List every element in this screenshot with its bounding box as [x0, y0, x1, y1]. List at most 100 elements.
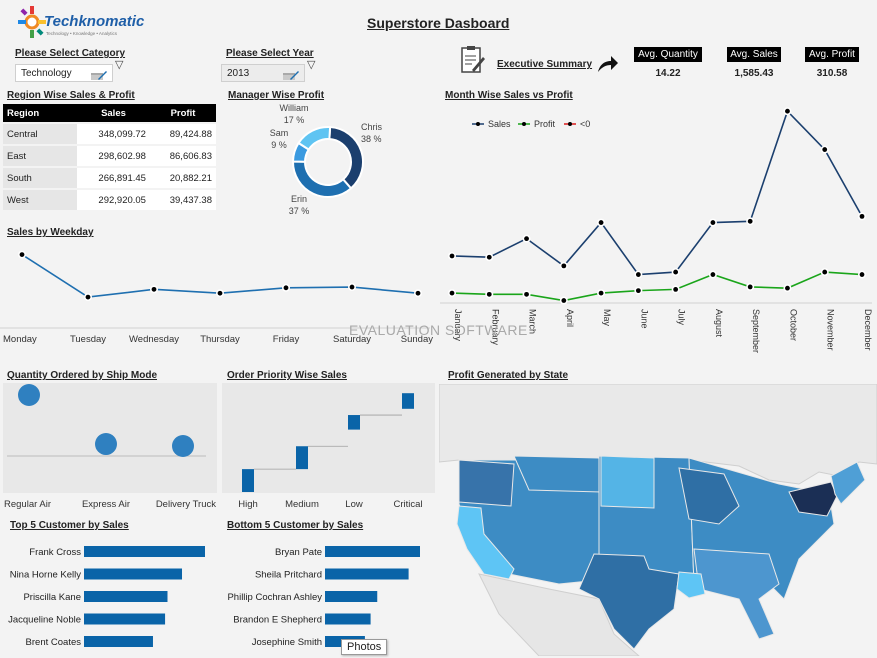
sales-cell: 298,602.98 [77, 146, 150, 166]
category-select-value: Technology [21, 68, 72, 79]
sales-by-weekday-chart[interactable]: Monday Tuesday Wednesday Thursday Friday Satu… [0, 238, 435, 353]
kpi-avg-sales-value: 1,585.43 [734, 68, 774, 79]
new-york-state [788, 481, 838, 517]
customer-label: Brent Coates [26, 637, 82, 648]
table-header-cell: Region [3, 104, 77, 122]
x-tick-label: High [238, 499, 258, 510]
customer-label: Jacqueline Noble [8, 615, 81, 626]
table-row[interactable]: West 292,920.05 39,437.38 [3, 190, 216, 210]
priority-bar [296, 446, 308, 470]
x-tick-label: Low [345, 499, 363, 510]
x-tick-label: Saturday [333, 334, 371, 345]
order-priority-chart[interactable]: High Medium Low Critical [220, 380, 436, 510]
x-tick-label: Delivery Truck [156, 499, 216, 510]
manager-profit-title: Manager Wise Profit [228, 90, 325, 101]
customer-bar [325, 591, 378, 602]
data-point [747, 218, 753, 224]
data-point [449, 290, 455, 296]
customer-label: Phillip Cochran Ashley [227, 592, 322, 603]
category-select[interactable]: Technology [15, 64, 113, 82]
edit-table-icon [283, 71, 299, 80]
table-header-cell: Sales [77, 104, 150, 122]
x-tick-label: Monday [3, 334, 37, 345]
donut-slice-chris [328, 126, 364, 190]
kpi-avg-sales-label: Avg. Sales [727, 47, 781, 62]
data-point [822, 147, 828, 152]
legend-label: Profit [534, 119, 556, 129]
legend-marker [568, 122, 572, 126]
priority-bar [348, 415, 360, 430]
data-point [283, 285, 289, 291]
data-point [710, 272, 716, 277]
slice-label: William [280, 103, 309, 113]
data-point [673, 269, 679, 275]
data-point [561, 263, 567, 269]
sales-cell: 292,920.05 [77, 190, 150, 210]
table-row[interactable]: Central 348,099.72 89,424.88 [3, 124, 216, 144]
region-cell: Central [3, 124, 77, 144]
kpi-avg-quantity-label: Avg. Quantity [634, 47, 702, 62]
data-point [561, 298, 567, 303]
share-arrow-icon[interactable] [597, 55, 619, 73]
region-cell: East [3, 146, 77, 166]
executive-summary-link[interactable]: Executive Summary [497, 59, 593, 70]
data-point [449, 253, 455, 259]
profit-by-state-map[interactable] [439, 384, 877, 656]
priority-bar [402, 393, 414, 409]
year-select[interactable]: 2013 [221, 64, 305, 82]
southeast-states [693, 548, 780, 640]
ship-mode-bubble [172, 435, 194, 457]
bottom-customers-chart[interactable]: Bryan Pate Sheila Pritchard Phillip Cochra… [219, 536, 434, 656]
x-tick-label: March [528, 309, 538, 334]
x-tick-label: September [751, 309, 761, 353]
series-line-profit [451, 271, 863, 302]
month-chart-title: Month Wise Sales vs Profit [445, 90, 573, 101]
legend-label: Sales [488, 119, 511, 129]
data-point [524, 291, 529, 297]
bottom-customers-title: Bottom 5 Customer by Sales [227, 520, 364, 531]
data-point [598, 290, 604, 296]
year-chevron-down-icon[interactable]: ▽ [307, 59, 316, 71]
data-point [486, 254, 492, 260]
legend-marker [476, 122, 480, 126]
table-header-cell: Profit [149, 104, 216, 122]
profit-cell: 86,606.83 [149, 146, 216, 166]
table-header-row: Region Sales Profit [3, 104, 216, 122]
data-point [85, 294, 91, 300]
data-point [710, 220, 716, 225]
slice-label: Sam [270, 128, 289, 138]
customer-label: Priscilla Kane [23, 592, 81, 603]
customer-label: Frank Cross [29, 547, 81, 558]
top-customers-chart[interactable]: Frank Cross Nina Horne Kelly Priscilla Kan… [0, 536, 215, 656]
clipboard-icon[interactable] [460, 45, 486, 75]
region-table-title: Region Wise Sales & Profit [7, 90, 135, 101]
data-point [217, 290, 223, 296]
ship-mode-chart[interactable]: Regular Air Express Air Delivery Truck [2, 380, 218, 510]
month-sales-profit-chart[interactable]: Sales Profit <0 January February March April Ma… [440, 100, 872, 370]
profit-cell: 20,882.21 [149, 168, 216, 188]
region-cell: West [3, 190, 77, 210]
mexico-land [478, 573, 640, 656]
data-point [524, 236, 529, 242]
data-point [822, 269, 828, 275]
order-priority-title: Order Priority Wise Sales [227, 370, 347, 381]
region-table: Region Sales Profit Central 348,099.72 8… [3, 102, 216, 212]
customer-bar [84, 591, 168, 602]
kpi-avg-profit-value: 310.58 [816, 68, 848, 79]
x-tick-label: February [490, 309, 500, 346]
category-chevron-down-icon[interactable]: ▽ [115, 59, 124, 71]
x-tick-label: June [639, 309, 649, 329]
data-point [598, 220, 604, 225]
customer-bar [84, 546, 205, 557]
slice-value-label: 38 % [361, 134, 382, 144]
ship-mode-title: Quantity Ordered by Ship Mode [7, 370, 158, 381]
table-row[interactable]: South 266,891.45 20,882.21 [3, 168, 216, 188]
data-point [415, 290, 421, 296]
data-point [785, 108, 790, 114]
manager-profit-donut[interactable]: Chris 38 % Erin 37 % Sam 9 % William 17 % [228, 102, 438, 227]
profit-cell: 89,424.88 [149, 124, 216, 144]
table-row[interactable]: East 298,602.98 86,606.83 [3, 146, 216, 166]
weekday-chart-title: Sales by Weekday [7, 227, 94, 238]
x-tick-label: July [677, 309, 687, 326]
slice-label: Erin [291, 194, 307, 204]
